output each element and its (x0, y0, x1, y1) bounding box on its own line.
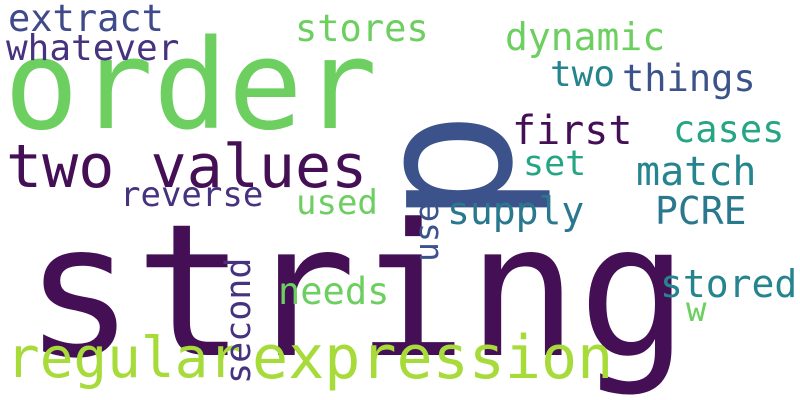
word-extract: extract (8, 0, 164, 40)
word-needs: needs (278, 270, 390, 313)
word-used: used (296, 183, 378, 223)
word-set: set (523, 144, 587, 184)
word-two: two (550, 54, 616, 95)
word-expression: expression (252, 323, 614, 393)
word-reverse: reverse (120, 175, 264, 215)
word-whatever: whatever (6, 28, 180, 69)
word-match: match (636, 149, 757, 195)
word-pcre: PCRE (655, 189, 747, 233)
word-order: order (4, 14, 378, 158)
word-stores: stores (295, 7, 429, 50)
word-user: user (407, 182, 446, 262)
word-dynamic: dynamic (505, 15, 666, 59)
word-things: things (622, 57, 756, 100)
word-first: first (512, 108, 633, 154)
word-cases: cases (673, 108, 785, 151)
word-stored: stored (660, 262, 798, 306)
word-supply: supply (447, 189, 585, 233)
word-two-values: two values (6, 132, 368, 202)
word-string: string (24, 185, 689, 399)
word-regular: regular (6, 326, 243, 391)
word-w: w (686, 290, 707, 330)
word-second: second (219, 257, 259, 384)
